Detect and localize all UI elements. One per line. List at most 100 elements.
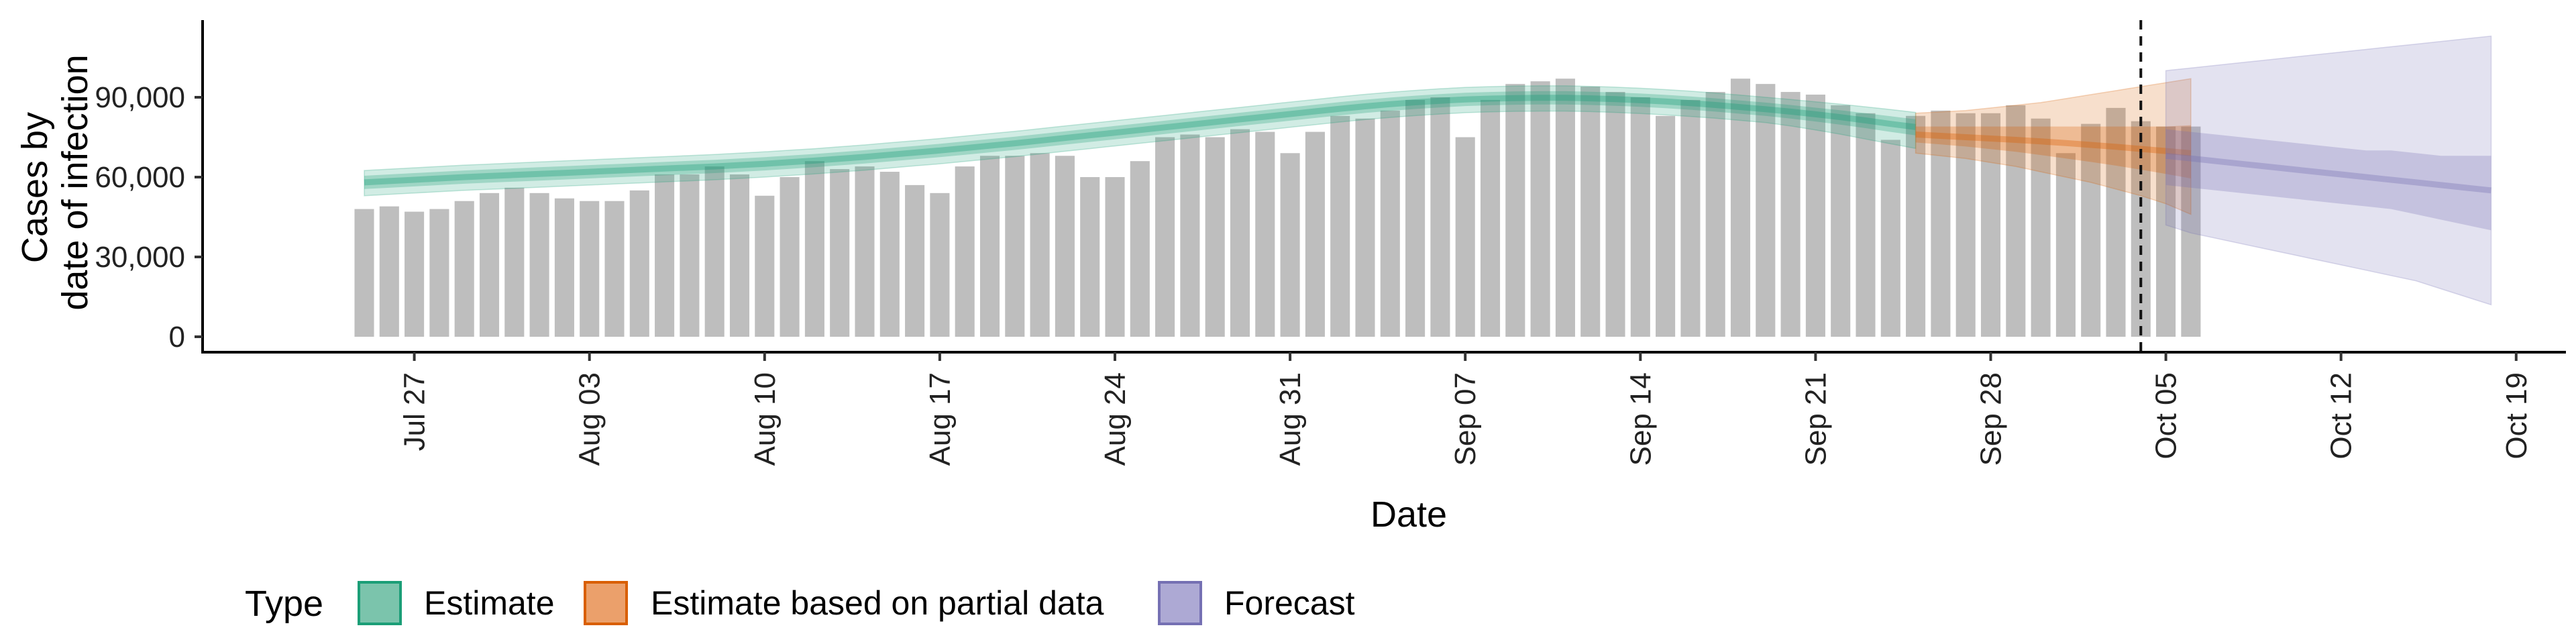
legend: Type Estimate Estimate based on partial … bbox=[245, 581, 1355, 625]
x-tick-label: Aug 17 bbox=[924, 372, 957, 466]
reported-case-bars bbox=[354, 78, 2201, 337]
case-bar bbox=[454, 201, 474, 337]
case-bar bbox=[2006, 105, 2026, 337]
axes bbox=[201, 20, 2566, 354]
y-tick-label: 90,000 bbox=[95, 81, 185, 114]
x-tick-label: Oct 05 bbox=[2150, 372, 2183, 460]
case-bar bbox=[1230, 129, 1250, 337]
case-bar bbox=[2055, 153, 2076, 337]
forecast-band-90 bbox=[2165, 35, 2492, 306]
case-bar bbox=[2106, 107, 2126, 337]
forecast-median-line bbox=[2165, 152, 2491, 194]
case-bar bbox=[2031, 118, 2051, 337]
x-tick-label: Oct 12 bbox=[2325, 372, 2358, 460]
y-axis-title-line-1: Cases by bbox=[15, 112, 55, 263]
case-bar bbox=[1831, 105, 1851, 337]
partial-band-90 bbox=[1915, 78, 2192, 215]
case-bar bbox=[1505, 84, 1525, 337]
legend-label-forecast: Forecast bbox=[1224, 584, 1355, 622]
estimate-median-line bbox=[364, 95, 1917, 186]
x-tick-label: Sep 14 bbox=[1624, 372, 1657, 466]
x-tick-label: Aug 24 bbox=[1099, 372, 1132, 466]
case-bar bbox=[1555, 78, 1575, 337]
case-bar bbox=[1355, 118, 1375, 337]
case-bar bbox=[955, 166, 975, 337]
estimate-band-90 bbox=[364, 85, 1917, 197]
case-bar bbox=[1380, 110, 1400, 337]
case-bar bbox=[1730, 78, 1751, 337]
partial-median-line bbox=[1915, 131, 2192, 156]
legend-title: Type bbox=[245, 584, 323, 624]
case-bar bbox=[680, 174, 700, 337]
case-bar bbox=[1480, 99, 1501, 337]
case-bar bbox=[1680, 99, 1701, 337]
case-bar bbox=[830, 169, 850, 337]
case-bar bbox=[1856, 113, 1876, 337]
case-bar bbox=[1780, 92, 1801, 337]
case-bar bbox=[1630, 97, 1650, 337]
case-bar bbox=[479, 193, 500, 337]
partial-band-50 bbox=[1915, 125, 2191, 178]
case-bar bbox=[554, 198, 574, 337]
case-bar bbox=[729, 174, 750, 337]
case-bar bbox=[1955, 113, 1976, 337]
case-bar bbox=[804, 161, 824, 337]
x-tick-label: Aug 31 bbox=[1274, 372, 1307, 466]
case-bar bbox=[1455, 137, 1475, 337]
case-bar bbox=[604, 201, 625, 337]
y-tick-label: 0 bbox=[169, 321, 185, 354]
case-bar bbox=[1330, 115, 1350, 337]
x-tick-label: Sep 28 bbox=[1975, 372, 2008, 466]
case-bar bbox=[1080, 176, 1100, 337]
case-bar bbox=[1130, 161, 1150, 337]
x-tick-label: Oct 19 bbox=[2500, 372, 2533, 460]
case-bar bbox=[405, 211, 425, 337]
case-bar bbox=[1805, 95, 1825, 337]
legend-swatch-partial bbox=[584, 581, 628, 625]
case-bar bbox=[930, 193, 950, 337]
case-bar bbox=[1430, 97, 1450, 337]
case-bar bbox=[1530, 81, 1550, 337]
case-bar bbox=[1255, 131, 1275, 337]
case-bar bbox=[1705, 92, 1725, 337]
x-tick-label: Aug 10 bbox=[749, 372, 782, 466]
case-bar bbox=[1405, 99, 1426, 337]
y-tick-label: 60,000 bbox=[95, 161, 185, 194]
case-bar bbox=[1305, 131, 1325, 337]
x-tick-label: Jul 27 bbox=[398, 372, 431, 451]
x-tick-label: Aug 03 bbox=[574, 372, 606, 466]
x-tick-label: Sep 21 bbox=[1799, 372, 1832, 466]
case-bar bbox=[379, 206, 399, 337]
case-bar bbox=[979, 156, 1000, 337]
case-bar bbox=[1656, 115, 1676, 337]
case-bar bbox=[1180, 134, 1200, 337]
case-bar bbox=[755, 195, 775, 337]
case-bar bbox=[1005, 156, 1025, 337]
case-bar bbox=[1280, 153, 1300, 337]
case-bar bbox=[1931, 110, 1951, 337]
y-axis-title-line-2: date of infection bbox=[55, 54, 95, 310]
x-axis-title: Date bbox=[1371, 494, 1447, 535]
y-axis-title: Cases by date of infection bbox=[15, 54, 95, 310]
y-ticks: 0 30,000 60,000 90,000 bbox=[95, 81, 203, 354]
x-ticks: Jul 27 Aug 03 Aug 10 Aug 17 Aug 24 Aug 31 Sep … bbox=[398, 352, 2533, 466]
case-bar bbox=[1155, 137, 1175, 337]
case-bar bbox=[429, 209, 449, 337]
case-bar bbox=[1580, 87, 1601, 337]
case-bar bbox=[580, 201, 600, 337]
case-bar bbox=[780, 176, 800, 337]
case-bar bbox=[1980, 113, 2001, 337]
case-bar bbox=[855, 166, 875, 337]
case-bar bbox=[2156, 126, 2176, 337]
y-tick-label: 30,000 bbox=[95, 241, 185, 274]
case-bar bbox=[1906, 115, 1926, 337]
forecast-band-50 bbox=[2165, 129, 2491, 231]
estimate-band-50 bbox=[364, 91, 1916, 189]
legend-swatch-forecast bbox=[1158, 581, 1202, 625]
x-tick-label: Sep 07 bbox=[1449, 372, 1482, 466]
case-bar bbox=[704, 166, 724, 337]
case-bar bbox=[504, 187, 525, 337]
case-bar bbox=[655, 174, 675, 337]
legend-label-partial: Estimate based on partial data bbox=[651, 584, 1104, 622]
